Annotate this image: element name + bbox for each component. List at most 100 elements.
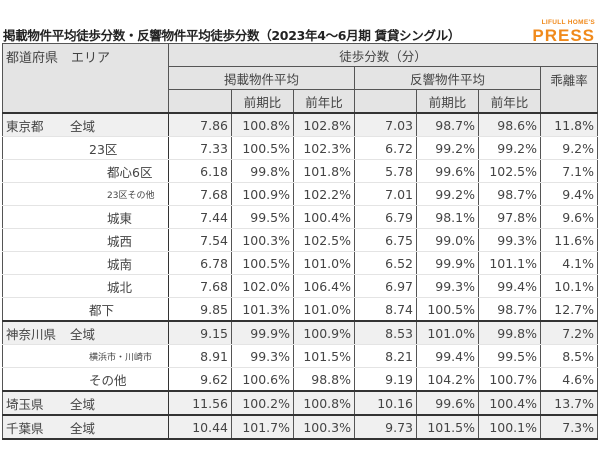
response-avg-cell: 6.97 — [354, 274, 417, 298]
header-response-yoy: 前年比 — [478, 89, 541, 114]
header-listed-blank — [168, 89, 232, 114]
response-avg-cell: 7.01 — [354, 182, 417, 206]
area-cell: 都下 — [2, 297, 169, 322]
divergence-cell: 7.1% — [539, 159, 599, 183]
divergence-cell: 10.1% — [539, 274, 599, 298]
divergence-cell: 8.5% — [539, 344, 599, 368]
listed-yoy-cell: 101.0% — [293, 251, 355, 275]
header-listed-qoq: 前期比 — [231, 89, 294, 114]
area-cell: 千葉県 全域 — [2, 414, 169, 440]
response-avg-cell: 6.79 — [354, 205, 417, 229]
area-cell: 横浜市・川崎市 — [2, 344, 169, 368]
divergence-cell: 4.6% — [539, 367, 599, 392]
area-cell: その他 — [2, 367, 169, 392]
response-yoy-cell: 99.3% — [478, 228, 541, 252]
listed-qoq-cell: 100.5% — [231, 251, 294, 275]
listed-avg-cell: 7.44 — [168, 205, 232, 229]
response-yoy-cell: 100.4% — [478, 390, 541, 416]
listed-avg-cell: 7.68 — [168, 274, 232, 298]
area-cell: 23区 — [2, 136, 169, 160]
table-row: 千葉県 全域 10.44 101.7% 100.3% 9.73 101.5% 100.1% 7.… — [2, 414, 599, 440]
header-listed-avg: 掲載物件平均 — [168, 66, 355, 90]
response-yoy-cell: 101.1% — [478, 251, 541, 275]
response-qoq-cell: 104.2% — [416, 367, 479, 392]
listed-qoq-cell: 99.9% — [231, 320, 294, 345]
listed-yoy-cell: 106.4% — [293, 274, 355, 298]
listed-avg-cell: 7.86 — [168, 112, 232, 137]
divergence-cell: 7.2% — [539, 320, 599, 345]
area-label: 城東 — [107, 210, 133, 226]
area-label: 23区 — [89, 141, 118, 157]
header-area: 都道府県 エリア — [2, 43, 169, 114]
header-listed-yoy: 前年比 — [293, 89, 355, 114]
response-qoq-cell: 99.3% — [416, 274, 479, 298]
divergence-cell: 9.4% — [539, 182, 599, 206]
prefecture-label: 埼玉県 — [6, 396, 44, 412]
response-yoy-cell: 98.7% — [478, 182, 541, 206]
table-row: 城南 6.78 100.5% 101.0% 6.52 99.9% 101.1% 4.1% — [2, 251, 599, 275]
area-cell: 城北 — [2, 274, 169, 298]
response-avg-cell: 8.53 — [354, 320, 417, 345]
listed-avg-cell: 10.44 — [168, 414, 232, 440]
response-qoq-cell: 99.6% — [416, 390, 479, 416]
listed-avg-cell: 11.56 — [168, 390, 232, 416]
area-cell: 城東 — [2, 205, 169, 229]
area-cell: 神奈川県 全域 — [2, 320, 169, 345]
divergence-cell: 4.1% — [539, 251, 599, 275]
walk-minutes-table: 都道府県 エリア 徒歩分数（分） 掲載物件平均 反響物件平均 乖離率 前期比 前… — [2, 43, 599, 440]
response-qoq-cell: 98.1% — [416, 205, 479, 229]
area-cell: 都心6区 — [2, 159, 169, 183]
listed-avg-cell: 6.78 — [168, 251, 232, 275]
table-row: 東京都 全域 7.86 100.8% 102.8% 7.03 98.7% 98.6% 11.8% — [2, 112, 599, 137]
area-label: 都心6区 — [107, 164, 153, 180]
header-response-avg: 反響物件平均 — [354, 66, 541, 90]
listed-qoq-cell: 100.6% — [231, 367, 294, 392]
response-yoy-cell: 99.5% — [478, 344, 541, 368]
listed-qoq-cell: 101.3% — [231, 297, 294, 322]
area-label: 城南 — [107, 256, 133, 272]
header-response-qoq: 前期比 — [416, 89, 479, 114]
listed-avg-cell: 9.15 — [168, 320, 232, 345]
area-cell: 東京都 全域 — [2, 112, 169, 137]
response-qoq-cell: 99.0% — [416, 228, 479, 252]
table-row: 城東 7.44 99.5% 100.4% 6.79 98.1% 97.8% 9.6% — [2, 205, 599, 229]
response-avg-cell: 6.72 — [354, 136, 417, 160]
table-row: 23区その他 7.68 100.9% 102.2% 7.01 99.2% 98.7% 9.4% — [2, 182, 599, 206]
listed-yoy-cell: 100.3% — [293, 414, 355, 440]
response-avg-cell: 8.74 — [354, 297, 417, 322]
listed-qoq-cell: 100.9% — [231, 182, 294, 206]
response-qoq-cell: 101.5% — [416, 414, 479, 440]
listed-yoy-cell: 102.5% — [293, 228, 355, 252]
response-yoy-cell: 102.5% — [478, 159, 541, 183]
area-label: 城北 — [107, 279, 133, 295]
response-yoy-cell: 99.2% — [478, 136, 541, 160]
table-row: 横浜市・川崎市 8.91 99.3% 101.5% 8.21 99.4% 99.5% 8.5% — [2, 344, 599, 368]
listed-avg-cell: 6.18 — [168, 159, 232, 183]
response-qoq-cell: 99.9% — [416, 251, 479, 275]
response-qoq-cell: 99.2% — [416, 182, 479, 206]
response-avg-cell: 9.19 — [354, 367, 417, 392]
listed-avg-cell: 9.62 — [168, 367, 232, 392]
table-row: 23区 7.33 100.5% 102.3% 6.72 99.2% 99.2% 9.2% — [2, 136, 599, 160]
page-title: 掲載物件平均徒歩分数・反響物件平均徒歩分数（2023年4～6月期 賃貸シングル） — [3, 28, 461, 43]
response-yoy-cell: 97.8% — [478, 205, 541, 229]
listed-qoq-cell: 100.2% — [231, 390, 294, 416]
listed-yoy-cell: 102.2% — [293, 182, 355, 206]
response-avg-cell: 6.75 — [354, 228, 417, 252]
area-label: 横浜市・川崎市 — [89, 352, 153, 363]
listed-avg-cell: 7.68 — [168, 182, 232, 206]
response-avg-cell: 6.52 — [354, 251, 417, 275]
header-walk-minutes: 徒歩分数（分） — [167, 43, 599, 67]
listed-qoq-cell: 102.0% — [231, 274, 294, 298]
listed-qoq-cell: 99.5% — [231, 205, 294, 229]
listed-yoy-cell: 102.3% — [293, 136, 355, 160]
listed-qoq-cell: 101.7% — [231, 414, 294, 440]
listed-qoq-cell: 100.5% — [231, 136, 294, 160]
response-yoy-cell: 100.7% — [478, 367, 541, 392]
response-yoy-cell: 99.4% — [478, 274, 541, 298]
table-row: 都心6区 6.18 99.8% 101.8% 5.78 99.6% 102.5% 7.1% — [2, 159, 599, 183]
listed-yoy-cell: 100.9% — [293, 320, 355, 345]
response-yoy-cell: 99.8% — [478, 320, 541, 345]
listed-qoq-cell: 99.3% — [231, 344, 294, 368]
divergence-cell: 13.7% — [539, 390, 599, 416]
